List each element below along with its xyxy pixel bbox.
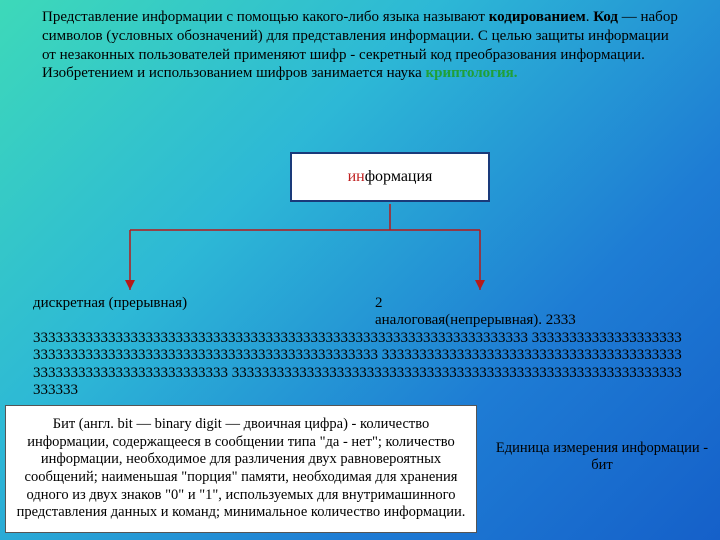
right-num: 2 bbox=[375, 295, 695, 312]
info-prefix: ин bbox=[348, 168, 365, 185]
left-branch-label: дискретная (прерывная) bbox=[33, 295, 187, 312]
unit-label: Единица измерения информации - бит bbox=[488, 440, 716, 475]
bit-text: Бит (англ. bit — binary digit — двоичная… bbox=[12, 416, 470, 522]
right-line2: аналоговая(непрерывная). 2333 bbox=[375, 312, 695, 329]
txt: Представление информации с помощью каког… bbox=[42, 9, 489, 25]
term-code: Код bbox=[593, 9, 618, 25]
term-cryptology: криптология. bbox=[426, 65, 518, 81]
intro-paragraph: Представление информации с помощью каког… bbox=[42, 8, 682, 83]
info-word: формация bbox=[365, 168, 433, 185]
bit-definition-box: Бит (англ. bit — binary digit — двоичная… bbox=[5, 405, 477, 533]
right-branch-label: 2 аналоговая(непрерывная). 2333 bbox=[375, 295, 695, 330]
term-coding: кодированием bbox=[489, 9, 586, 25]
info-box: информация bbox=[290, 152, 490, 202]
